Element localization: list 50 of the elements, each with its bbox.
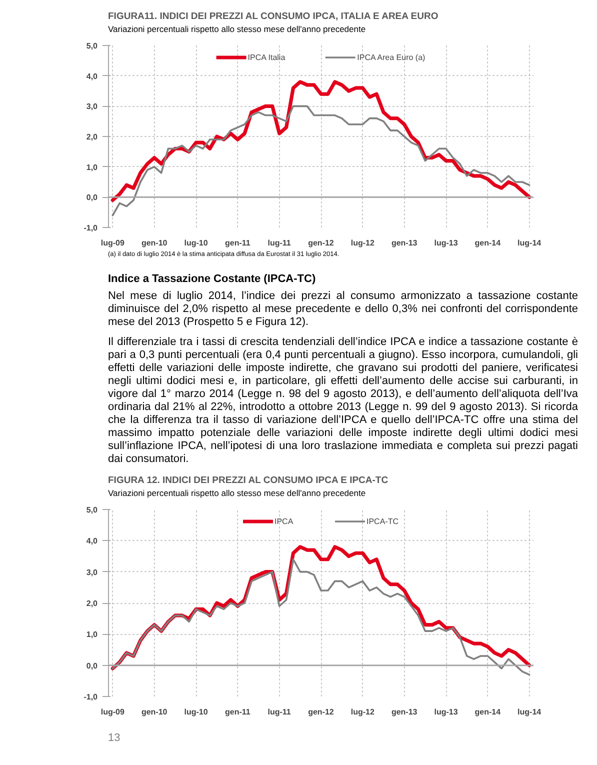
y-tick-label: 4,0 [86, 72, 98, 81]
x-tick-label: lug-13 [434, 708, 458, 716]
y-tick-label: -1,0 [84, 224, 98, 232]
x-tick-label: lug-10 [184, 238, 208, 248]
y-tick-label: -1,0 [84, 692, 98, 702]
y-tick-label: 5,0 [86, 506, 98, 514]
x-tick-label: lug-09 [100, 708, 125, 716]
text: Indice a Tassazione Costante (IPCA-TC) [108, 272, 316, 287]
legend-label: IPCA [274, 516, 294, 526]
x-tick-label: lug-14 [518, 708, 542, 716]
x-tick-label: gen-14 [474, 708, 502, 716]
y-tick-label: 2,0 [86, 132, 98, 142]
line-series [110, 80, 532, 202]
chart-title: FIGURA11. INDICI DEI PREZZI AL CONSUMO IPCA, ITALIA E AREA EURO [108, 10, 438, 24]
y-tick-label: 2,0 [86, 599, 98, 608]
x-tick-label: gen-10 [141, 238, 168, 248]
x-tick-label: lug-12 [350, 238, 375, 248]
y-tick-label: 3,0 [86, 102, 98, 112]
x-tick-label: lug-10 [184, 708, 208, 716]
x-tick-label: gen-13 [391, 708, 418, 716]
text: 13 [108, 731, 120, 746]
legend-label: IPCA Area Euro (a) [357, 52, 426, 62]
y-tick-label: 0,0 [86, 193, 98, 202]
y-tick-label: 5,0 [86, 42, 98, 50]
x-tick-label: lug-12 [350, 708, 375, 716]
chart-title: FIGURA 12. INDICI DEI PREZZI AL CONSUMO IPCA E IPCA-TC [108, 474, 388, 488]
x-tick-label: lug-11 [268, 708, 292, 716]
x-tick-label: lug-14 [518, 238, 542, 248]
legend-label: IPCA Italia [248, 52, 286, 62]
x-tick-label: gen-12 [308, 708, 334, 716]
x-tick-label: gen-11 [224, 708, 251, 716]
legend-label: IPCA-TC [366, 516, 398, 526]
y-tick-label: 1,0 [86, 630, 98, 640]
chart-subtitle: Variazioni percentuali rispetto allo stesso mese dell'anno precedente [108, 487, 366, 500]
text: Il differenziale tra i tassi di crescita tendenziali dell’indice IPCA e indice a tassazione costante è pari a 0,3 punti percentuali (era 0,4 punti percentuali a giugno). Esso incorpora, cumulandoli, gli effetti delle variazioni delle imposte indirette, che gravano sui prodotti del paniere, verificatesi negli ultimi dodici mesi e, in particolare, gli effetti dell’aumento delle accise sui carburanti, in vigore dal 1° marzo 2014 (Legge n. 98 del 9 agosto 2013), e dell’aumento dell’aliquota dell’Iva ordinaria dal 21% al 22%, introdotto a ottobre 2013 (Legge n. 99 del 9 agosto 2013). Si ricorda che la differenza tra il tasso di variazione dell’IPCA e quello dell’IPCA-TC offre una stima del massimo impatto potenziale delle variazioni delle imposte indirette degli ultimi dodici mesi sull’inflazione IPCA, nell’ipotesi di una loro traslazione immediata e completa sui prezzi pagati dai consumatori. [108, 336, 578, 465]
y-tick-label: 3,0 [86, 568, 98, 577]
x-tick-label: lug-13 [434, 238, 458, 248]
x-tick-label: gen-12 [308, 238, 334, 248]
y-tick-label: 4,0 [86, 536, 98, 546]
text: Nel mese di luglio 2014, l’indice dei prezzi al consumo armonizzato a tassazione costante diminuisce del 2,0% rispetto al mese precedente e dello 0,3% nei confronti del corrispondente mese del 2013 (Prospetto 5 e Figura 12). [108, 290, 578, 329]
line-series [112, 105, 530, 216]
y-tick-label: 1,0 [86, 162, 98, 172]
x-tick-label: lug-09 [100, 238, 125, 248]
x-tick-label: gen-14 [474, 238, 502, 248]
x-tick-label: gen-13 [391, 238, 418, 248]
x-tick-label: gen-11 [224, 238, 251, 248]
y-tick-label: 0,0 [86, 661, 98, 670]
x-tick-label: gen-10 [141, 708, 168, 716]
chart-subtitle: Variazioni percentuali rispetto allo stesso mese dell'anno precedente [108, 23, 366, 36]
x-tick-label: lug-11 [268, 238, 292, 248]
